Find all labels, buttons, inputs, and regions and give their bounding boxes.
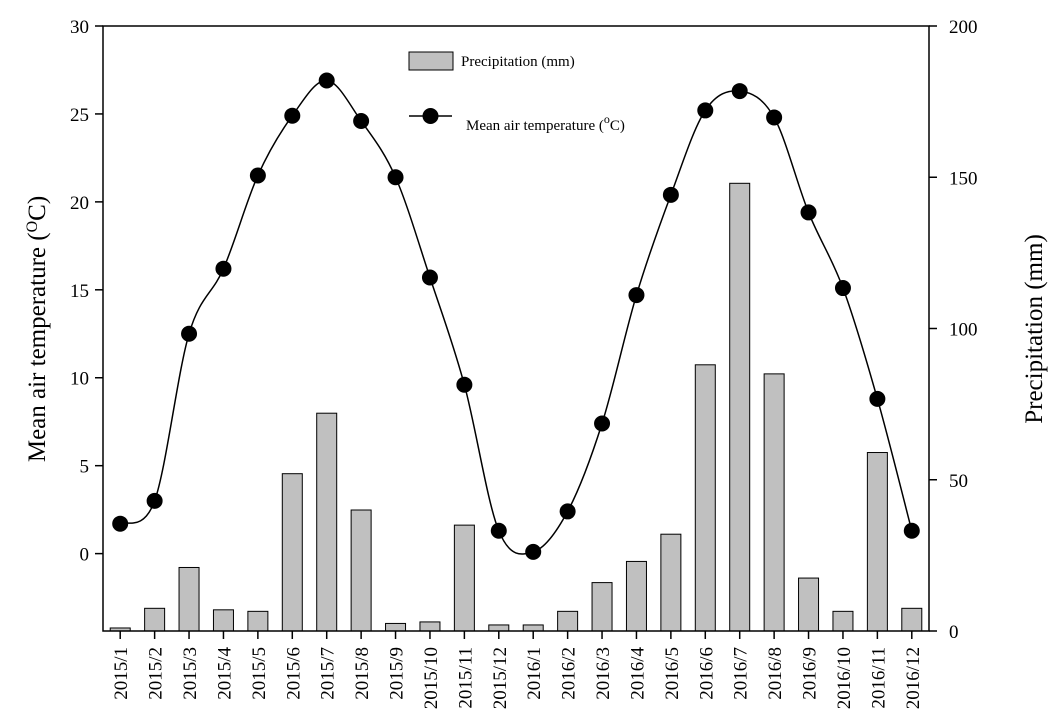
right-axis-tick-label: 100	[949, 320, 978, 341]
left-axis: 0 5 10 15 20 25 30	[70, 17, 103, 566]
left-axis-tick-label: 30	[70, 17, 89, 38]
x-axis-tick-label: 2016/1	[524, 647, 545, 700]
precipitation-bar	[178, 566, 200, 632]
precipitation-bar	[660, 533, 682, 632]
left-axis-tick-label: 5	[80, 457, 90, 478]
x-axis-tick-label: 2015/6	[283, 647, 304, 700]
temperature-point	[181, 325, 198, 342]
temperature-point	[456, 376, 473, 393]
legend-temperature-marker	[422, 108, 439, 124]
precipitation-bar	[522, 624, 544, 632]
right-axis-tick-label: 0	[949, 622, 959, 643]
temperature-point	[318, 72, 335, 89]
precipitation-bar	[763, 373, 785, 632]
precipitation-bar	[247, 610, 269, 632]
x-axis-tick-label: 2015/12	[490, 647, 511, 709]
x-axis-tick-label: 2015/10	[421, 647, 442, 709]
temperature-point	[249, 167, 266, 184]
temperature-point	[628, 287, 645, 304]
precipitation-bar	[832, 610, 854, 632]
x-axis-tick-label: 2015/9	[387, 647, 408, 700]
left-axis-tick-label: 20	[70, 193, 89, 214]
temperature-line	[119, 79, 913, 555]
x-axis-tick-label: 2015/5	[249, 647, 270, 700]
precipitation-bar	[212, 609, 234, 632]
precipitation-bar	[625, 560, 647, 632]
x-axis-tick-label: 2016/3	[593, 647, 614, 700]
x-axis-tick-label: 2016/2	[559, 647, 580, 700]
precipitation-bar	[281, 473, 303, 632]
x-axis-tick-label: 2016/12	[903, 647, 924, 709]
precipitation-bar	[350, 509, 372, 632]
temperature-point	[525, 543, 542, 560]
x-axis-tick-label: 2015/7	[318, 647, 339, 700]
temperature-point	[421, 269, 438, 286]
right-axis-tick-label: 150	[949, 168, 978, 189]
x-axis-tick-label: 2015/2	[146, 647, 167, 700]
temperature-point	[112, 515, 129, 532]
right-axis-tick-label: 200	[949, 17, 978, 38]
legend: Precipitation (mm) Mean air temperature …	[408, 51, 625, 134]
legend-precipitation-swatch	[408, 51, 454, 71]
left-axis-title: Mean air temperature (OC)	[24, 196, 52, 462]
left-axis-tick-label: 0	[80, 545, 90, 566]
temperature-point	[559, 503, 576, 520]
temperature-points	[112, 72, 920, 560]
x-axis-tick-label: 2015/3	[180, 647, 201, 700]
temperature-point	[284, 107, 301, 124]
right-axis-title: Precipitation (mm)	[1021, 234, 1048, 424]
x-axis-tick-label: 2016/9	[800, 647, 821, 700]
x-axis: 2015/1 2015/2 2015/3 2015/4 2015/5 2015/6 2015…	[111, 631, 924, 709]
temperature-point	[146, 492, 163, 509]
precipitation-bar	[453, 524, 475, 632]
precipitation-bar	[901, 607, 923, 632]
temperature-point	[353, 112, 370, 129]
x-axis-tick-label: 2015/1	[111, 647, 132, 700]
precipitation-bar	[316, 412, 338, 632]
x-axis-tick-label: 2015/4	[214, 647, 235, 700]
precipitation-bar	[419, 621, 441, 632]
temperature-point	[869, 390, 886, 407]
left-axis-tick-label: 25	[70, 105, 89, 126]
temperature-point	[594, 415, 611, 432]
precipitation-bar	[591, 582, 613, 632]
precipitation-bar	[557, 610, 579, 632]
x-axis-tick-label: 2016/4	[627, 647, 648, 700]
x-axis-tick-label: 2016/7	[731, 647, 752, 700]
temperature-point	[800, 204, 817, 221]
precipitation-bar	[488, 624, 510, 632]
precipitation-bar	[385, 622, 407, 632]
legend-precipitation-label: Precipitation (mm)	[461, 54, 575, 70]
right-axis: 0 50 100 150 200	[929, 17, 978, 643]
x-axis-tick-label: 2016/11	[868, 647, 889, 709]
left-axis-tick-label: 10	[70, 369, 89, 390]
temperature-point	[731, 83, 748, 100]
x-axis-tick-label: 2016/6	[696, 647, 717, 700]
temperature-point	[903, 522, 920, 539]
temperature-point	[662, 186, 679, 203]
left-axis-tick-label: 15	[70, 281, 89, 302]
x-axis-tick-label: 2016/8	[765, 647, 786, 700]
precipitation-bar	[694, 364, 716, 632]
x-axis-tick-label: 2016/5	[662, 647, 683, 700]
precipitation-bar	[866, 452, 888, 632]
x-axis-tick-label: 2016/10	[834, 647, 855, 709]
temperature-point	[490, 522, 507, 539]
precipitation-bar	[729, 182, 751, 632]
precipitation-bar	[144, 607, 166, 632]
x-axis-tick-label: 2015/8	[352, 647, 373, 700]
plot-frame	[102, 25, 930, 632]
precipitation-bars	[109, 182, 923, 632]
precipitation-bar	[798, 577, 820, 632]
legend-temperature-label: Mean air temperature (oC)	[466, 112, 625, 134]
temperature-point	[387, 169, 404, 186]
right-axis-tick-label: 50	[949, 471, 968, 492]
temperature-point	[834, 280, 851, 297]
x-axis-tick-label: 2015/11	[455, 647, 476, 709]
temperature-point	[697, 102, 714, 119]
temperature-point	[215, 260, 232, 277]
temperature-point	[766, 109, 783, 126]
